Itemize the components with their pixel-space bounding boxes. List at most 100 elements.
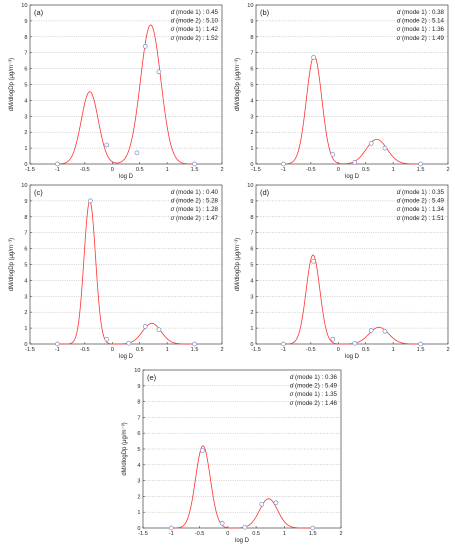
y-tick-label: 9 — [24, 19, 27, 25]
data-point — [311, 55, 316, 60]
y-tick-label: 5 — [250, 83, 253, 89]
y-tick-label: 4 — [250, 278, 253, 284]
y-tick-label: 5 — [250, 263, 253, 269]
x-tick-label: 2 — [220, 347, 223, 353]
y-tick-label: 0 — [137, 526, 140, 532]
panel-label: (a) — [34, 8, 44, 17]
y-axis-label: dM/dlogDp (μg/m⁻³) — [235, 58, 241, 111]
x-tick-label: -0.5 — [80, 167, 90, 173]
y-tick-label: 0 — [250, 162, 253, 168]
y-tick-label: 4 — [24, 98, 27, 104]
y-tick-label: 8 — [24, 35, 27, 41]
data-point — [281, 341, 286, 347]
data-point — [273, 500, 279, 506]
y-axis-label: dM/dlogDp (μg/m⁻³) — [122, 422, 128, 475]
chart-panel-4: 0 1 2 3 4 5 6 7 8 9 10 -1.5 -1 -0.5 0 0.5 1 1.5 2 log D dM/d… — [235, 183, 450, 360]
x-tick-label: -1 — [55, 347, 60, 353]
data-point — [192, 161, 197, 167]
y-tick-label: 4 — [137, 463, 140, 469]
y-axis-label: dM/dlogDp (μg/m⁻³) — [9, 58, 15, 111]
x-tick-label: 1.5 — [309, 531, 317, 537]
x-tick-label: 0 — [337, 347, 340, 353]
y-tick-label: 1 — [250, 146, 253, 152]
y-tick-label: 0 — [250, 342, 253, 348]
y-tick-label: 10 — [21, 3, 27, 9]
x-tick-label: 1 — [166, 347, 169, 353]
annotation-line: d (mode 2) : 5.49 — [397, 198, 445, 205]
x-tick-label: 0.5 — [252, 531, 260, 537]
y-tick-label: 3 — [24, 114, 27, 120]
data-point — [156, 327, 162, 333]
x-tick-label: 1 — [166, 167, 169, 173]
annotation-line: σ (mode 2) : 1.49 — [397, 35, 445, 42]
panel-label: (d) — [260, 188, 270, 197]
x-tick-label: -1.5 — [251, 347, 261, 353]
y-tick-label: 6 — [250, 247, 253, 253]
chart-panel-1: 0 1 2 3 4 5 6 7 8 9 10 -1.5 -1 -0.5 0 0.5 1 1.5 2 log D dM/d… — [9, 3, 224, 180]
x-tick-label: 1.5 — [191, 347, 199, 353]
y-tick-label: 9 — [137, 384, 140, 390]
x-tick-label: 0.5 — [362, 347, 370, 353]
data-point — [311, 258, 316, 264]
x-tick-label: -0.5 — [306, 167, 316, 173]
data-point — [242, 524, 248, 530]
data-point — [368, 328, 374, 333]
y-tick-label: 9 — [250, 199, 253, 205]
x-tick-label: -1.5 — [138, 531, 148, 537]
x-axis-label: log D — [119, 174, 134, 180]
y-tick-label: 7 — [137, 415, 140, 421]
y-tick-label: 5 — [24, 263, 27, 269]
chart-panel-2: 0 1 2 3 4 5 6 7 8 9 10 -1.5 -1 -0.5 0 0.5 1 1.5 2 log D dM/d… — [235, 3, 450, 180]
annotation-line: d (mode 1) : 0.36 — [290, 374, 338, 381]
data-point — [104, 142, 110, 148]
y-tick-label: 7 — [24, 51, 27, 57]
x-tick-label: 0 — [111, 167, 114, 173]
fitted-curve — [57, 24, 195, 165]
annotation-line: σ (mode 1) : 1.42 — [171, 26, 219, 33]
annotation-line: σ (mode 1) : 1.35 — [290, 391, 338, 398]
y-tick-label: 6 — [250, 67, 253, 73]
fitted-curve — [283, 254, 421, 345]
x-tick-label: 0.5 — [362, 167, 370, 173]
data-point — [259, 501, 265, 507]
annotation-line: d (mode 1) : 0.45 — [171, 9, 219, 16]
x-tick-label: -1.5 — [25, 167, 35, 173]
panel-label: (c) — [34, 188, 43, 197]
data-point — [352, 340, 358, 346]
y-tick-label: 2 — [250, 310, 253, 316]
x-tick-label: -1 — [169, 531, 174, 537]
data-point — [156, 69, 162, 75]
y-tick-label: 1 — [24, 326, 27, 332]
x-tick-label: 2 — [446, 347, 449, 353]
y-tick-label: 9 — [24, 199, 27, 205]
y-tick-label: 0 — [24, 342, 27, 348]
y-tick-label: 10 — [134, 368, 140, 374]
y-tick-label: 5 — [137, 447, 140, 453]
x-tick-label: -1 — [281, 167, 286, 173]
annotation-line: d (mode 1) : 0.38 — [397, 9, 445, 16]
data-point — [168, 525, 174, 531]
annotation-line: d (mode 2) : 5.49 — [290, 383, 338, 390]
data-point — [382, 328, 388, 334]
y-tick-label: 3 — [250, 114, 253, 120]
x-tick-label: 1.5 — [417, 167, 425, 173]
x-tick-label: -0.5 — [306, 347, 316, 353]
annotation-line: d (mode 1) : 0.35 — [397, 189, 445, 196]
annotation-line: σ (mode 2) : 1.46 — [290, 400, 338, 407]
x-tick-label: 0.5 — [136, 167, 144, 173]
x-tick-label: -1.5 — [251, 167, 261, 173]
x-axis-label: log D — [119, 354, 134, 360]
data-point — [55, 161, 60, 167]
y-tick-label: 8 — [250, 35, 253, 41]
chart-panel-3: 0 1 2 3 4 5 6 7 8 9 10 -1.5 -1 -0.5 0 0.5 1 1.5 2 log D dM/d… — [9, 183, 224, 360]
y-tick-label: 7 — [250, 231, 253, 237]
x-tick-label: 0 — [337, 167, 340, 173]
data-point — [192, 341, 197, 347]
annotation-line: σ (mode 1) : 1.34 — [397, 206, 445, 213]
y-tick-label: 4 — [24, 278, 27, 284]
panel-label: (b) — [260, 8, 270, 17]
x-tick-label: 1.5 — [417, 347, 425, 353]
x-tick-label: 1 — [392, 167, 395, 173]
x-tick-label: 1 — [283, 531, 286, 537]
data-point — [310, 525, 316, 531]
